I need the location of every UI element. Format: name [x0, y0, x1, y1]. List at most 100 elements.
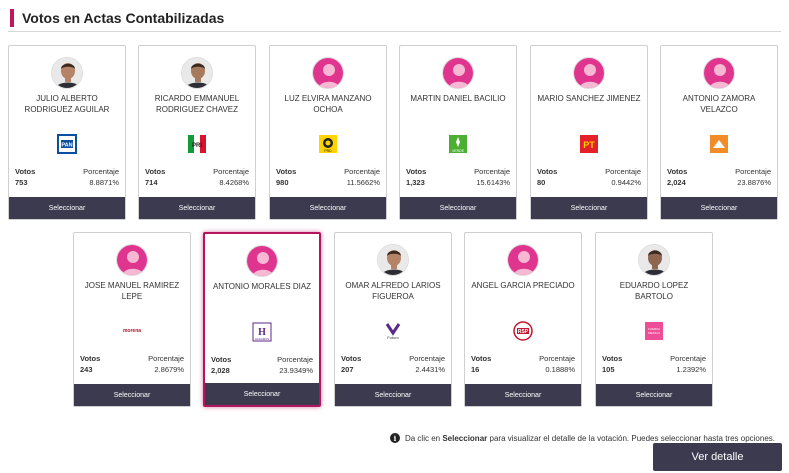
- percent-label: Porcentaje: [735, 167, 771, 176]
- select-button[interactable]: Seleccionar: [335, 384, 451, 406]
- select-button[interactable]: Seleccionar: [596, 384, 712, 406]
- svg-text:PAN: PAN: [61, 143, 72, 149]
- votes-value: 80: [537, 178, 546, 187]
- avatar-placeholder-icon: [442, 57, 474, 89]
- percent-value: 0.9442%: [611, 178, 641, 187]
- candidate-card[interactable]: ANGEL GARCIA PRECIADO RSP Votos 16 Porcentaj…: [464, 232, 582, 407]
- percent-value: 8.8871%: [89, 178, 119, 187]
- percent-value: 23.9349%: [279, 366, 313, 375]
- percent-label: Porcentaje: [277, 355, 313, 364]
- candidate-card[interactable]: ANTONIO ZAMORA VELAZCO Votos 2,024 Porcenta…: [660, 45, 778, 220]
- percent-value: 2.4431%: [415, 365, 445, 374]
- candidate-name: JOSE MANUEL RAMIREZ LEPE: [84, 281, 180, 301]
- votes-label: Votos: [145, 167, 166, 176]
- votes-value: 2,028: [211, 366, 230, 375]
- percent-value: 23.8876%: [737, 178, 771, 187]
- votes-value: 714: [145, 178, 158, 187]
- party-logo-icon: [708, 134, 730, 154]
- candidate-card[interactable]: EDUARDO LOPEZ BARTOLO FUERZA MEXICO Votos 10…: [595, 232, 713, 407]
- percent-label: Porcentaje: [148, 354, 184, 363]
- page-title: Votos en Actas Contabilizadas: [22, 10, 225, 26]
- select-button[interactable]: Seleccionar: [205, 383, 319, 405]
- info-text-after: para visualizar el detalle de la votació…: [489, 433, 776, 443]
- svg-text:RSP: RSP: [518, 329, 529, 335]
- avatar-placeholder-icon: [573, 57, 605, 89]
- percent-label: Porcentaje: [474, 167, 510, 176]
- party-logo-icon: morena: [122, 328, 142, 334]
- candidate-card[interactable]: ANTONIO MORALES DIAZ H HAGAMOS Votos 2,028 Po…: [203, 232, 321, 407]
- avatar-placeholder-icon: [246, 245, 278, 277]
- party-logo-icon: RSP: [512, 321, 534, 341]
- candidate-card[interactable]: JOSE MANUEL RAMIREZ LEPE morena Votos 243 Po…: [73, 232, 191, 407]
- votes-value: 207: [341, 365, 354, 374]
- candidate-card[interactable]: RICARDO EMMANUEL RODRIGUEZ CHAVEZ PRI Voto…: [138, 45, 256, 220]
- header-divider: [8, 31, 781, 32]
- select-button[interactable]: Seleccionar: [74, 384, 190, 406]
- info-text-before: Da clic en: [404, 433, 441, 443]
- candidate-name: MARIO SANCHEZ JIMENEZ: [537, 94, 641, 103]
- votes-label: Votos: [211, 355, 232, 364]
- votes-label: Votos: [667, 167, 688, 176]
- candidate-name: ANTONIO MORALES DIAZ: [212, 282, 312, 291]
- svg-text:PRD: PRD: [324, 149, 332, 153]
- info-icon: i: [389, 433, 400, 443]
- candidate-card[interactable]: MARIO SANCHEZ JIMENEZ PT Votos 80 Porcentaje…: [530, 45, 648, 220]
- info-message: i Da clic en Seleccionar para visualizar…: [389, 433, 776, 443]
- candidate-name: JULIO ALBERTO RODRIGUEZ AGUILAR: [24, 94, 110, 114]
- candidate-card[interactable]: JULIO ALBERTO RODRIGUEZ AGUILAR PAN Votos 7…: [8, 45, 126, 220]
- votes-label: Votos: [80, 354, 101, 363]
- select-button[interactable]: Seleccionar: [465, 384, 581, 406]
- percent-label: Porcentaje: [409, 354, 445, 363]
- select-button[interactable]: Seleccionar: [400, 197, 516, 219]
- votes-label: Votos: [537, 167, 558, 176]
- svg-text:VERDE: VERDE: [452, 149, 465, 153]
- avatar-placeholder-icon: [116, 244, 148, 276]
- party-logo-icon: H HAGAMOS: [251, 322, 273, 342]
- svg-text:PT: PT: [583, 140, 595, 150]
- candidate-photo: [181, 57, 213, 89]
- svg-text:Futuro: Futuro: [387, 335, 399, 340]
- candidate-card[interactable]: LUZ ELVIRA MANZANO OCHOA PRD Votos 980 Porce…: [269, 45, 387, 220]
- party-logo-icon: VERDE: [447, 134, 469, 154]
- avatar-placeholder-icon: [312, 57, 344, 89]
- party-logo-icon: FUERZA MEXICO: [643, 321, 665, 341]
- candidate-photo: [638, 244, 670, 276]
- votes-value: 105: [602, 365, 615, 374]
- percent-value: 11.5662%: [346, 178, 380, 187]
- select-button[interactable]: Seleccionar: [661, 197, 777, 219]
- candidate-name: OMAR ALFREDO LARIOS FIGUEROA: [345, 281, 441, 301]
- svg-text:H: H: [258, 327, 266, 338]
- candidate-photo: [377, 244, 409, 276]
- party-logo-icon: PT: [578, 134, 600, 154]
- avatar-placeholder-icon: [703, 57, 735, 89]
- percent-value: 8.4268%: [219, 178, 249, 187]
- svg-text:MEXICO: MEXICO: [648, 331, 661, 335]
- candidate-card[interactable]: MARTIN DANIEL BACILIO VERDE Votos 1,323 Porc…: [399, 45, 517, 220]
- candidate-name: LUZ ELVIRA MANZANO OCHOA: [284, 94, 372, 114]
- header-accent-bar: [10, 9, 14, 27]
- percent-label: Porcentaje: [344, 167, 380, 176]
- select-button[interactable]: Seleccionar: [270, 197, 386, 219]
- votes-value: 980: [276, 178, 289, 187]
- candidate-photo: [51, 57, 83, 89]
- percent-label: Porcentaje: [83, 167, 119, 176]
- select-button[interactable]: Seleccionar: [9, 197, 125, 219]
- svg-text:FUERZA: FUERZA: [648, 327, 660, 331]
- candidate-card[interactable]: OMAR ALFREDO LARIOS FIGUEROA Futuro Votos 2…: [334, 232, 452, 407]
- party-logo-icon: Futuro: [382, 321, 404, 341]
- info-text-bold: Seleccionar: [442, 433, 488, 443]
- votes-label: Votos: [406, 167, 427, 176]
- candidate-name: MARTIN DANIEL BACILIO: [410, 94, 506, 103]
- votes-value: 1,323: [406, 178, 425, 187]
- svg-text:PRI: PRI: [192, 143, 202, 149]
- votes-value: 753: [15, 178, 28, 187]
- votes-label: Votos: [602, 354, 623, 363]
- select-button[interactable]: Seleccionar: [531, 197, 647, 219]
- percent-label: Porcentaje: [605, 167, 641, 176]
- party-logo-icon: PRI: [186, 134, 208, 154]
- select-button[interactable]: Seleccionar: [139, 197, 255, 219]
- percent-value: 2.8679%: [154, 365, 184, 374]
- percent-value: 1.2392%: [676, 365, 706, 374]
- ver-detalle-button[interactable]: Ver detalle: [653, 443, 782, 471]
- votes-label: Votos: [15, 167, 36, 176]
